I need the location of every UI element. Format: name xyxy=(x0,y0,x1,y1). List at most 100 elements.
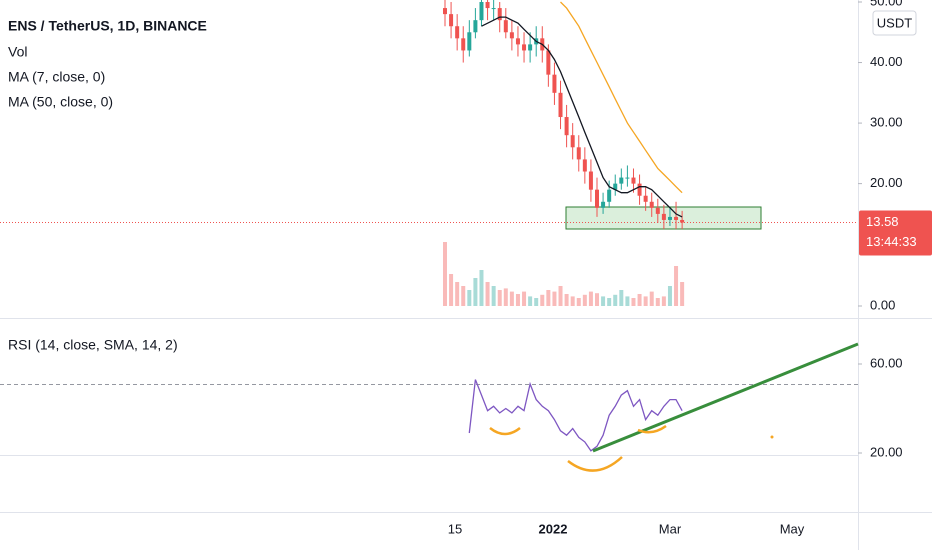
y-tick-label: 30.00 xyxy=(870,115,903,130)
volume-bar xyxy=(509,291,514,306)
volume-bar xyxy=(570,296,575,306)
y-tick-label: 20.00 xyxy=(870,444,903,459)
volume-bar xyxy=(595,293,599,306)
countdown-label: 13:44:33 xyxy=(866,234,917,249)
volume-bar xyxy=(631,298,636,306)
candle-body xyxy=(503,20,508,33)
volume-bar xyxy=(613,294,618,306)
volume-bar xyxy=(607,298,612,306)
currency-label[interactable]: USDT xyxy=(877,15,912,30)
volume-bar xyxy=(491,286,496,306)
candle-body xyxy=(667,216,672,220)
candle-body xyxy=(570,135,575,148)
volume-bar xyxy=(485,282,490,306)
arc-annotation[interactable] xyxy=(637,424,667,434)
candle-body xyxy=(509,32,514,39)
candle-body xyxy=(564,117,569,136)
volume-bar xyxy=(449,274,454,306)
indicator-label[interactable]: Vol xyxy=(8,44,27,60)
candle-body xyxy=(552,74,557,93)
currency-button[interactable] xyxy=(872,10,917,36)
symbol-title[interactable]: ENS / TetherUS, 1D, BINANCE xyxy=(8,18,207,34)
volume-bar xyxy=(558,286,563,306)
candle-body xyxy=(491,8,496,10)
volume-bar xyxy=(637,294,642,306)
candle-body xyxy=(661,213,666,220)
volume-bar xyxy=(564,294,569,306)
volume-bar xyxy=(552,291,557,306)
volume-bar xyxy=(497,290,502,306)
candle-body xyxy=(558,92,563,118)
candle-body xyxy=(455,26,460,39)
volume-bar xyxy=(528,296,533,306)
volume-bar xyxy=(667,286,672,306)
volume-bar xyxy=(619,290,624,306)
candle-body xyxy=(461,38,466,51)
volume-bar xyxy=(661,296,666,306)
candle-body xyxy=(595,189,599,208)
x-tick-label: 2022 xyxy=(539,521,568,536)
volume-bar xyxy=(455,282,460,306)
volume-bar xyxy=(479,270,484,306)
dot-annotation xyxy=(770,435,774,439)
candle-body xyxy=(619,177,624,184)
candle-body xyxy=(479,2,484,21)
candle-body xyxy=(680,219,685,223)
arc-annotation[interactable] xyxy=(567,456,623,472)
candle-body xyxy=(546,50,551,75)
arc-annotation[interactable] xyxy=(489,426,521,436)
volume-bar xyxy=(467,290,472,306)
y-tick-label: 60.00 xyxy=(870,355,903,370)
volume-bar xyxy=(655,298,660,306)
x-tick-label: May xyxy=(780,521,805,536)
candle-body xyxy=(582,159,587,172)
x-tick-label: 15 xyxy=(448,521,462,536)
volume-bar xyxy=(546,290,551,306)
last-price-label: 13.58 xyxy=(866,214,899,229)
candle-body xyxy=(522,44,527,51)
candle-body xyxy=(643,195,648,202)
candle-body xyxy=(637,183,642,196)
moving-average xyxy=(560,1,683,194)
volume-bar xyxy=(473,278,478,306)
volume-bar xyxy=(649,291,654,306)
x-tick-label: Mar xyxy=(659,521,682,536)
volume-bar xyxy=(625,296,630,306)
candle-body xyxy=(588,171,593,190)
candle-body xyxy=(473,20,478,33)
candle-body xyxy=(467,32,472,51)
candle-body xyxy=(576,147,581,160)
volume-bar xyxy=(443,242,447,306)
volume-bar xyxy=(582,294,587,306)
candle-body xyxy=(655,207,660,214)
volume-bar xyxy=(588,291,593,306)
volume-bar xyxy=(576,298,581,306)
volume-bar xyxy=(643,296,648,306)
rsi-label[interactable]: RSI (14, close, SMA, 14, 2) xyxy=(8,337,178,353)
indicator-label[interactable]: MA (50, close, 0) xyxy=(8,94,113,110)
volume-bar xyxy=(515,294,520,306)
y-tick-label: 40.00 xyxy=(870,54,903,69)
volume-bar xyxy=(522,291,527,306)
price-badge xyxy=(859,210,932,256)
volume-bar xyxy=(534,298,539,306)
candle-body xyxy=(607,189,612,202)
rsi-line xyxy=(468,379,683,452)
volume-bar xyxy=(461,286,466,306)
candle-body xyxy=(649,201,654,208)
candle-body xyxy=(528,44,533,51)
candle-body xyxy=(485,2,490,9)
indicator-label[interactable]: MA (7, close, 0) xyxy=(8,69,105,85)
candle-body xyxy=(674,216,679,220)
candle-body xyxy=(515,38,520,45)
candle-body xyxy=(613,183,618,190)
candle-body xyxy=(601,201,606,208)
candle-body xyxy=(631,177,636,184)
candle-body xyxy=(625,177,630,179)
candle-body xyxy=(497,8,502,21)
candle-body xyxy=(449,14,454,27)
y-tick-label: 20.00 xyxy=(870,175,903,190)
volume-bar xyxy=(503,288,508,306)
trend-line[interactable] xyxy=(592,342,859,453)
